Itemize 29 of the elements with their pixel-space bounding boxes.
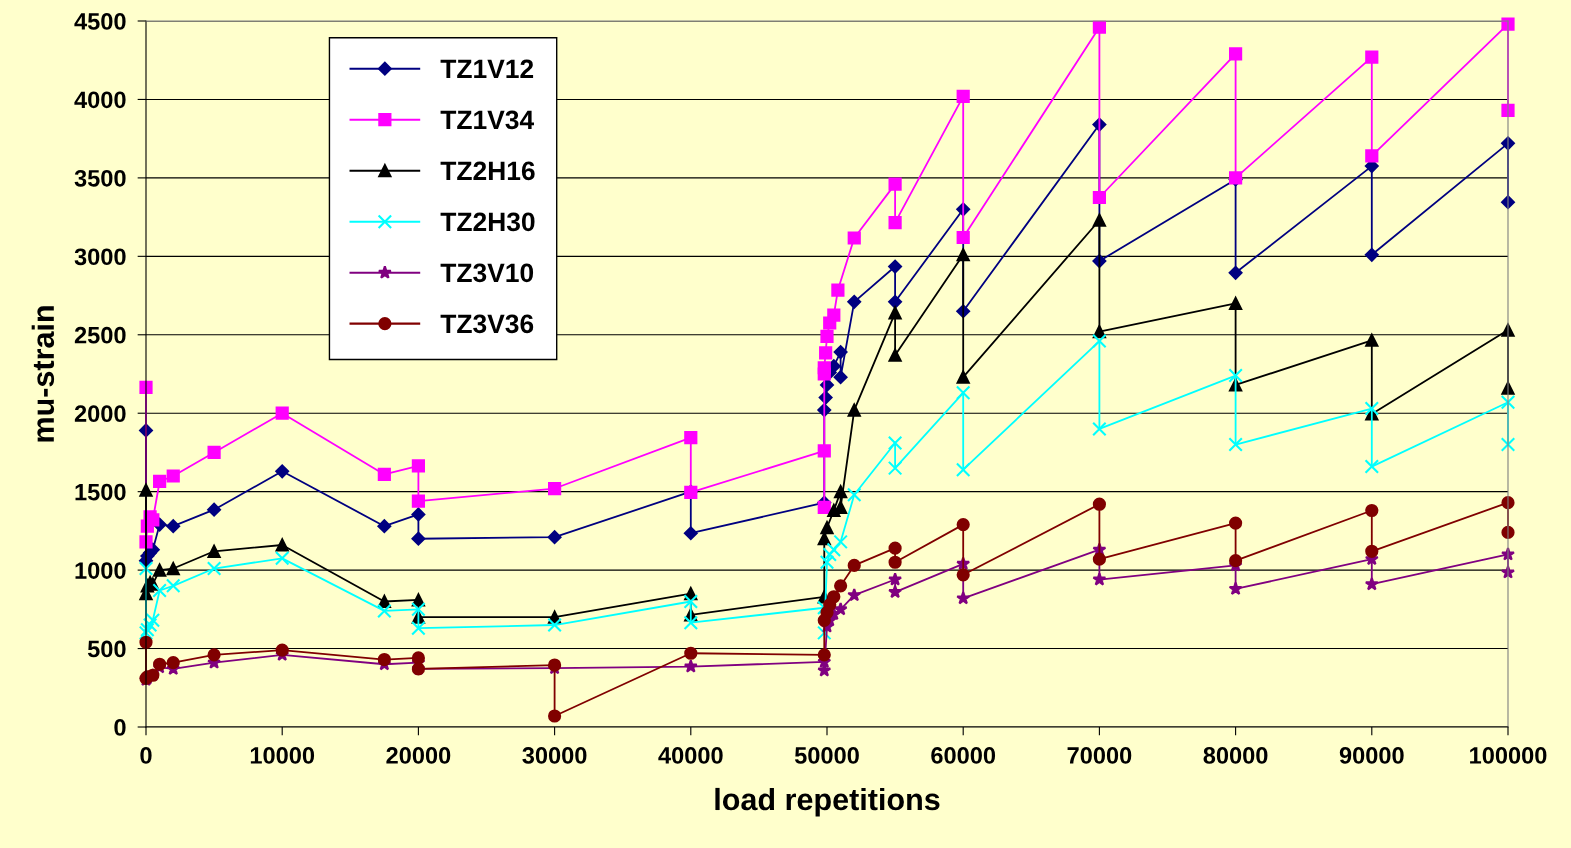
legend-label: TZ3V36 xyxy=(440,314,534,334)
x-tick-label: 10000 xyxy=(250,747,315,764)
y-tick-label: 2000 xyxy=(74,405,126,423)
x-tick-label: 0 xyxy=(140,747,152,764)
x-tick-label: 100000 xyxy=(1470,747,1547,764)
legend-label: TZ2H30 xyxy=(440,212,535,232)
legend-label: TZ1V12 xyxy=(440,59,534,78)
x-tick-label: 40000 xyxy=(658,747,723,764)
x-tick-label: 50000 xyxy=(794,747,859,764)
y-tick-label: 2500 xyxy=(74,326,126,344)
y-tick-label: 4500 xyxy=(74,13,126,30)
x-tick-label: 80000 xyxy=(1203,747,1268,764)
y-tick-label: 3000 xyxy=(74,248,126,266)
x-tick-label: 20000 xyxy=(386,747,451,764)
y-tick-label: 500 xyxy=(87,640,126,658)
legend-label: TZ3V10 xyxy=(440,263,534,283)
y-axis-title: mu-strain xyxy=(31,306,55,442)
y-tick-label: 1000 xyxy=(75,562,126,579)
x-tick-label: 70000 xyxy=(1067,747,1132,764)
y-tick-label: 3500 xyxy=(74,169,126,187)
y-tick-label: 0 xyxy=(114,719,126,736)
y-tick-label: 1500 xyxy=(75,483,126,501)
y-tick-label: 4000 xyxy=(74,91,126,109)
x-tick-label: 90000 xyxy=(1339,747,1404,764)
x-tick-label: 60000 xyxy=(931,747,996,764)
x-axis-title: load repetitions xyxy=(715,787,940,817)
x-tick-label: 30000 xyxy=(522,747,587,764)
legend-label: TZ2H16 xyxy=(440,161,535,181)
legend-label: TZ1V34 xyxy=(440,110,534,130)
